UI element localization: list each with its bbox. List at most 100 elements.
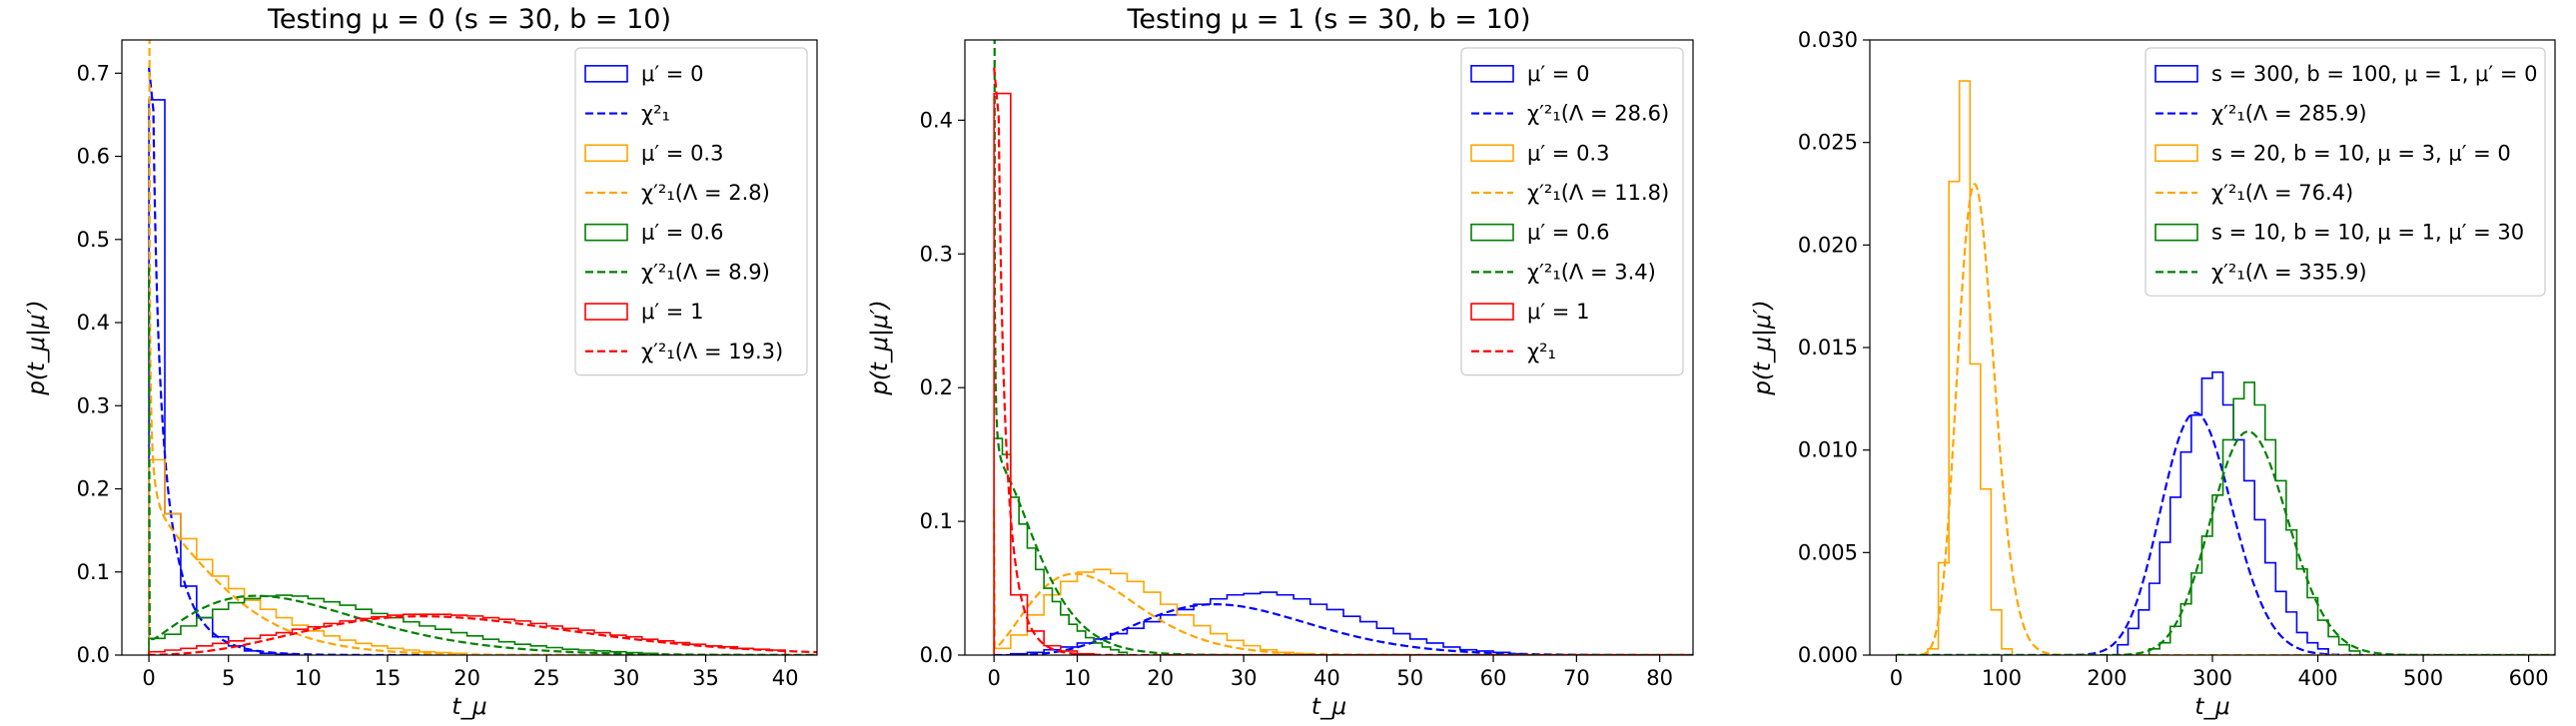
histogram-bar [1052, 601, 1060, 655]
histogram-bar [2286, 612, 2297, 655]
histogram-bar [2223, 404, 2234, 655]
histogram-bar [1086, 638, 1094, 655]
legend-label: χ′²₁(Λ = 3.4) [1527, 260, 1656, 284]
histogram-bar [2212, 372, 2223, 655]
y-tick-label: 0.3 [920, 242, 953, 266]
y-tick-label: 0.2 [77, 477, 110, 501]
histogram-bar [2212, 495, 2223, 655]
histogram-bar [1094, 643, 1102, 655]
histogram-series-7 [993, 92, 1095, 655]
legend-label: μ′ = 0 [1527, 62, 1589, 86]
legend-swatch [584, 223, 628, 242]
plot-area [1896, 80, 2555, 655]
histogram-outline [993, 92, 1095, 655]
legend-entry: χ′²₁(Λ = 335.9) [2155, 260, 2367, 284]
histogram-bar [149, 459, 165, 655]
legend-frame [2145, 47, 2546, 297]
histogram-bar [1111, 573, 1128, 655]
histogram-bar [2318, 620, 2329, 655]
histogram-bar [1293, 599, 1310, 655]
histogram-outline [148, 594, 659, 655]
histogram-bar [467, 636, 483, 655]
histogram-bar [451, 615, 467, 655]
chart-panel-2: 0 10 20 30 40 50 60 70 80 0.0 0.1 0.2 0.3 0.4 Testing … [867, 4, 1694, 720]
legend-entry: χ′²₁(Λ = 76.4) [2155, 181, 2353, 205]
histogram-bar [165, 634, 181, 655]
plot-area [147, 40, 817, 655]
histogram-series-1 [148, 99, 294, 655]
legend-label: χ′²₁(Λ = 2.8) [641, 181, 770, 205]
y-tick-label: 0.025 [1798, 131, 1858, 155]
legend-entry: μ′ = 0.3 [1470, 141, 1609, 165]
histogram-bar [213, 637, 229, 655]
y-tick-label: 0.1 [920, 509, 953, 533]
legend-entry: μ′ = 0.6 [1470, 221, 1609, 245]
x-tick-label: 400 [2297, 666, 2337, 690]
legend-label: χ′²₁(Λ = 19.3) [641, 340, 783, 363]
x-tick-label: 300 [2192, 666, 2232, 690]
histogram-outline [993, 437, 1129, 655]
legend-entry: χ²₁ [1471, 340, 1556, 363]
plot-area [993, 40, 1693, 655]
histogram-bar [2296, 569, 2307, 655]
legend-swatch [2154, 65, 2198, 83]
legend-entry: s = 20, b = 10, μ = 3, μ′ = 0 [2154, 141, 2511, 165]
x-tick-label: 20 [1147, 666, 1174, 690]
histogram-bar [2244, 382, 2255, 655]
histogram-bar [498, 619, 514, 655]
histogram-bar [483, 618, 499, 655]
histogram-series-1 [2117, 370, 2329, 655]
y-tick-label: 0.015 [1798, 336, 1858, 360]
legend-swatch [1470, 144, 1514, 163]
histogram-bar [2191, 573, 2202, 655]
curve-series-2 [148, 67, 817, 655]
legend-label: μ′ = 1 [641, 300, 703, 324]
x-tick-label: 100 [1982, 666, 2022, 690]
y-tick-label: 0.005 [1798, 540, 1858, 564]
histogram-bar [2191, 415, 2202, 655]
legend-frame [574, 47, 808, 376]
legend-entry: μ′ = 1 [584, 300, 703, 324]
histogram-bar [324, 623, 340, 655]
legend-label: χ′²₁(Λ = 8.9) [641, 260, 770, 284]
legend-label: μ′ = 0.6 [641, 221, 723, 245]
histogram-bar [229, 641, 245, 655]
legend-entry: s = 10, b = 10, μ = 1, μ′ = 30 [2154, 221, 2524, 245]
x-tick-label: 500 [2403, 666, 2443, 690]
chart-title: Testing μ = 0 (s = 30, b = 10) [267, 4, 671, 35]
histogram-bar [149, 638, 165, 655]
chart-title: Testing μ = 1 (s = 30, b = 10) [1127, 4, 1531, 35]
chart-panel-1: 0 5 10 15 20 25 30 35 40 0.0 0.1 0.2 0.3 0.4 0.5 0.6 0.7… [24, 4, 818, 720]
legend-entry: μ′ = 0.6 [584, 221, 723, 245]
x-tick-label: 80 [1646, 666, 1673, 690]
y-tick-label: 0.4 [920, 108, 953, 132]
legend-label: χ′²₁(Λ = 285.9) [2211, 102, 2367, 126]
y-tick-label: 0.6 [77, 145, 110, 169]
x-tick-label: 70 [1563, 666, 1590, 690]
legend-entry: χ′²₁(Λ = 11.8) [1471, 181, 1669, 205]
histogram-bar [2254, 519, 2265, 655]
histogram-bar [404, 614, 420, 655]
histogram-bar [2265, 563, 2276, 655]
legend-entry: χ′²₁(Λ = 19.3) [585, 340, 783, 363]
x-tick-label: 5 [222, 666, 235, 690]
legend: μ′ = 0 χ′²₁(Λ = 28.6) μ′ = 0.3 χ′²₁(Λ = 11.… [1460, 47, 1684, 376]
histogram-bar [435, 614, 451, 655]
x-tick-label: 40 [772, 666, 799, 690]
histogram-bar [1144, 592, 1161, 655]
x-tick-label: 10 [295, 666, 322, 690]
histogram-series-3 [993, 568, 1311, 655]
histogram-outline [993, 568, 1311, 655]
histogram-bar [435, 629, 451, 655]
y-tick-label: 0.0 [920, 643, 953, 667]
legend-label: μ′ = 0.6 [1527, 221, 1609, 245]
x-tick-label: 35 [692, 666, 719, 690]
histogram-bar [2129, 628, 2140, 655]
legend-label: s = 20, b = 10, μ = 3, μ′ = 0 [2211, 141, 2511, 165]
legend-label: χ²₁ [1527, 340, 1556, 363]
histogram-bar [181, 626, 197, 655]
x-tick-label: 200 [2087, 666, 2127, 690]
legend-label: μ′ = 0.3 [641, 141, 723, 165]
histogram-bar [451, 633, 467, 655]
x-tick-label: 0 [142, 666, 155, 690]
